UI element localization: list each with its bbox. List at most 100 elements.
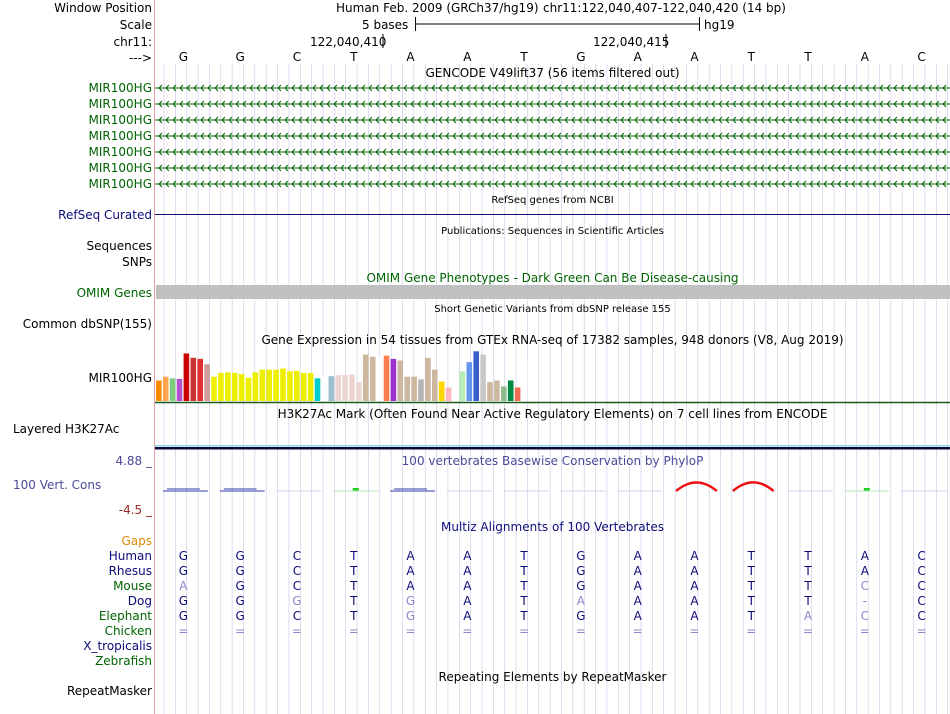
reference-base: G [235,50,245,64]
conservation-score [863,488,870,491]
gtex-gene-label[interactable]: MIR100HG [88,371,152,385]
gencode-item-label[interactable]: MIR100HG [88,161,152,175]
alignment-base: T [804,549,812,563]
alignment-base: A [463,609,472,623]
omim-label[interactable]: OMIM Genes [76,286,152,300]
repeatmasker-track-title[interactable]: Repeating Elements by RepeatMasker [438,670,667,684]
gencode-item-label[interactable]: MIR100HG [88,97,152,111]
alignment-base: A [690,564,699,578]
species-label[interactable]: X_tropicalis [83,639,152,653]
species-label[interactable]: Human [108,549,152,563]
gencode-item-label[interactable]: MIR100HG [88,81,152,95]
dbsnp-track-title[interactable]: Short Genetic Variants from dbSNP releas… [434,304,671,315]
conservation-score [163,488,208,492]
alignment-base: T [747,609,755,623]
conservation-label[interactable]: 100 Vert. Cons [13,478,102,492]
alignment-base: T [747,594,755,608]
alignment-base: = [746,624,757,638]
alignment-base: A [463,594,472,608]
gencode-item-label[interactable]: MIR100HG [88,113,152,127]
conservation-max-label: 4.88 _ [115,454,152,468]
gtex-tissue-bar [432,369,438,401]
alignment-base: - [862,594,867,608]
alignment-base: G [178,549,189,563]
gtex-tissue-bar [418,379,424,401]
gtex-tissue-bar [176,378,183,401]
conservation-score [352,488,359,491]
gtex-tissue-bar [231,372,238,401]
species-label[interactable]: Mouse [113,579,152,593]
alignment-base: A [690,609,699,623]
gtex-tissue-bar [259,369,266,401]
gtex-track-title[interactable]: Gene Expression in 54 tissues from GTEx … [261,333,844,347]
publications-sequences-label[interactable]: Sequences [86,239,152,253]
gtex-tissue-bar [383,355,390,401]
publications-track-title[interactable]: Publications: Sequences in Scientific Ar… [441,226,664,237]
coordinate-label-2: 122,040,415 [593,35,670,49]
reference-base: T [350,50,358,64]
gtex-tissue-bar [266,369,272,401]
alignment-base: = [575,624,586,638]
assembly-text: Human Feb. 2009 (GRCh37/hg19) [336,1,539,15]
gtex-tissue-bar [190,357,197,401]
multiz-track-title[interactable]: Multiz Alignments of 100 Vertebrates [440,520,665,534]
window-position-label: Window Position [54,1,152,15]
reference-base: T [804,50,812,64]
h3k27ac-signal-layer [155,447,950,450]
dbsnp-label[interactable]: Common dbSNP(155) [22,317,152,331]
gtex-tissue-bar [363,354,369,401]
species-label[interactable]: Elephant [98,609,152,623]
alignment-base: T [350,579,358,593]
coordinate-label-1: 122,040,410 [310,35,387,49]
alignment-base: A [406,579,415,593]
omim-track-title[interactable]: OMIM Gene Phenotypes - Dark Green Can Be… [366,271,739,285]
alignment-base: C [292,609,302,623]
gtex-tissue-bar [342,375,348,401]
gtex-tissue-bar [287,371,293,401]
refseq-track-title[interactable]: RefSeq genes from NCBI [491,195,614,206]
h3k27ac-track-title[interactable]: H3K27Ac Mark (Often Found Near Active Re… [277,407,828,421]
alignment-base: A [633,579,642,593]
strand-label: ---> [128,51,152,65]
position-text: chr11:122,040,407-122,040,420 (14 bp) [543,1,786,15]
species-label[interactable]: Dog [127,594,152,608]
alignment-base: C [917,609,926,623]
alignment-base: G [576,564,586,578]
alignment-base: T [520,579,528,593]
gtex-tissue-bar [459,371,466,401]
gencode-track-title[interactable]: GENCODE V49lift37 (56 items filtered out… [425,66,680,80]
gtex-tissue-bar [390,358,397,401]
alignment-base: T [350,564,358,578]
strand-chevrons [158,132,947,140]
alignment-base: T [804,594,812,608]
alignment-base: T [747,549,755,563]
gtex-tissue-bar [438,381,445,401]
alignment-base: A [463,564,472,578]
alignment-base: = [519,624,530,638]
alignment-base: = [632,624,643,638]
alignment-base: = [803,624,814,638]
alignment-base: T [350,549,358,563]
gtex-tissue-bar [514,387,521,401]
h3k27ac-label[interactable]: Layered H3K27Ac [13,422,120,436]
species-label[interactable]: Rhesus [108,564,152,578]
species-label[interactable]: Zebrafish [95,654,152,668]
alignment-base: T [520,594,528,608]
conservation-peak [732,481,775,492]
gencode-item-label[interactable]: MIR100HG [88,145,152,159]
species-label[interactable]: Chicken [104,624,152,638]
alignment-base: G [576,609,586,623]
refseq-label[interactable]: RefSeq Curated [58,208,152,222]
repeatmasker-label[interactable]: RepeatMasker [66,684,152,698]
publications-snps-label[interactable]: SNPs [122,255,152,269]
gtex-tissue-bar [369,356,376,401]
gencode-item-label[interactable]: MIR100HG [88,129,152,143]
conservation-track-title[interactable]: 100 vertebrates Basewise Conservation by… [401,454,704,468]
gtex-tissue-bar [487,382,493,401]
alignment-base: = [235,624,246,638]
alignment-base: A [633,564,642,578]
gencode-item-label[interactable]: MIR100HG [88,177,152,191]
alignment-base: = [916,624,927,638]
alignment-base: C [917,564,926,578]
